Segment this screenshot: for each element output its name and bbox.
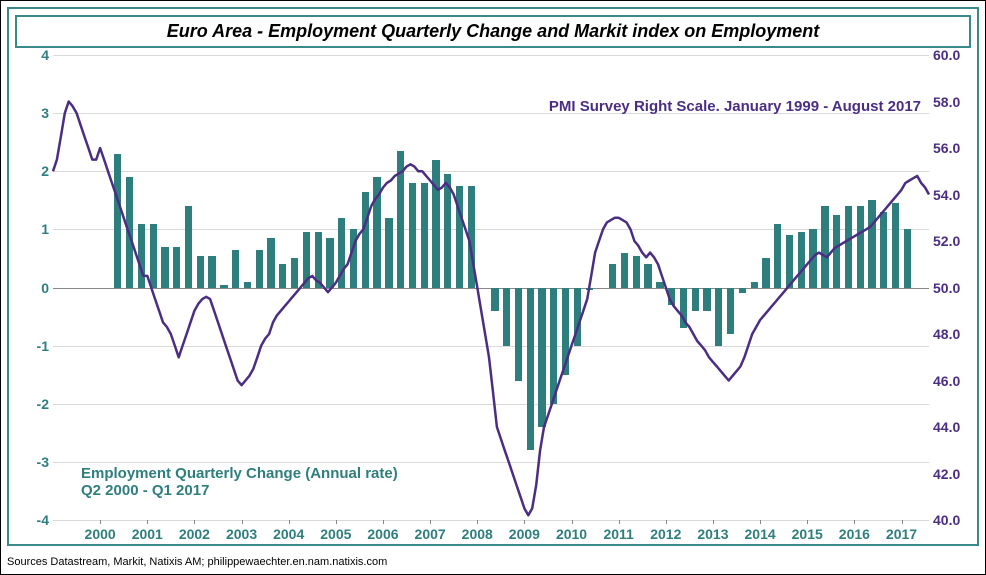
x-tick-label: 2006 — [367, 526, 398, 542]
x-tick — [807, 520, 808, 524]
x-tick — [194, 520, 195, 524]
x-tick-label: 2003 — [226, 526, 257, 542]
x-tick — [147, 520, 148, 524]
x-tick — [336, 520, 337, 524]
x-tick-label: 2005 — [320, 526, 351, 542]
annotation-pmi: PMI Survey Right Scale. January 1999 - A… — [549, 98, 921, 115]
x-tick-label: 2007 — [415, 526, 446, 542]
y-right-tick-label: 60.0 — [933, 47, 973, 63]
x-tick — [902, 520, 903, 524]
chart-title: Euro Area - Employment Quarterly Change … — [167, 21, 819, 41]
x-tick — [760, 520, 761, 524]
x-tick — [666, 520, 667, 524]
y-right-tick-label: 54.0 — [933, 187, 973, 203]
x-tick-label: 2000 — [85, 526, 116, 542]
x-tick — [713, 520, 714, 524]
x-tick — [854, 520, 855, 524]
x-tick — [242, 520, 243, 524]
y-right-tick-label: 52.0 — [933, 233, 973, 249]
x-tick — [100, 520, 101, 524]
x-tick — [524, 520, 525, 524]
x-tick-label: 2011 — [603, 526, 633, 542]
plot-area: -4-3-2-10123440.042.044.046.048.050.052.… — [53, 55, 929, 518]
y-right-tick-label: 58.0 — [933, 94, 973, 110]
y-right-tick-label: 44.0 — [933, 419, 973, 435]
y-right-tick-label: 42.0 — [933, 466, 973, 482]
x-tick — [289, 520, 290, 524]
line-series — [53, 55, 929, 520]
x-tick — [477, 520, 478, 524]
x-tick — [383, 520, 384, 524]
x-tick-label: 2012 — [650, 526, 681, 542]
annotation-employment: Employment Quarterly Change (Annual rate… — [81, 465, 398, 499]
x-tick-label: 2015 — [792, 526, 823, 542]
y-left-tick-label: -4 — [15, 512, 49, 528]
chart-frame: Euro Area - Employment Quarterly Change … — [7, 7, 979, 546]
x-tick — [619, 520, 620, 524]
y-left-tick-label: 0 — [15, 280, 49, 296]
x-tick — [572, 520, 573, 524]
y-left-tick-label: -3 — [15, 454, 49, 470]
y-left-tick-label: -1 — [15, 338, 49, 354]
y-right-tick-label: 46.0 — [933, 373, 973, 389]
x-tick-label: 2009 — [509, 526, 540, 542]
x-tick-label: 2013 — [697, 526, 728, 542]
y-right-tick-label: 48.0 — [933, 326, 973, 342]
x-tick-label: 2002 — [179, 526, 210, 542]
chart-title-box: Euro Area - Employment Quarterly Change … — [15, 15, 971, 48]
x-tick-label: 2001 — [132, 526, 163, 542]
plot-inner: -4-3-2-10123440.042.044.046.048.050.052.… — [53, 55, 929, 520]
x-tick-label: 2008 — [462, 526, 493, 542]
x-tick-label: 2004 — [273, 526, 304, 542]
y-left-tick-label: 1 — [15, 221, 49, 237]
x-tick-label: 2010 — [556, 526, 587, 542]
gridline — [53, 520, 929, 521]
y-left-tick-label: 2 — [15, 163, 49, 179]
y-left-tick-label: -2 — [15, 396, 49, 412]
y-right-tick-label: 40.0 — [933, 512, 973, 528]
y-left-tick-label: 4 — [15, 47, 49, 63]
y-right-tick-label: 50.0 — [933, 280, 973, 296]
x-tick-label: 2017 — [886, 526, 917, 542]
y-left-tick-label: 3 — [15, 105, 49, 121]
x-tick-label: 2014 — [745, 526, 776, 542]
y-right-tick-label: 56.0 — [933, 140, 973, 156]
x-tick-label: 2016 — [839, 526, 870, 542]
source-citation: Sources Datastream, Markit, Natixis AM; … — [7, 556, 387, 568]
x-tick — [430, 520, 431, 524]
